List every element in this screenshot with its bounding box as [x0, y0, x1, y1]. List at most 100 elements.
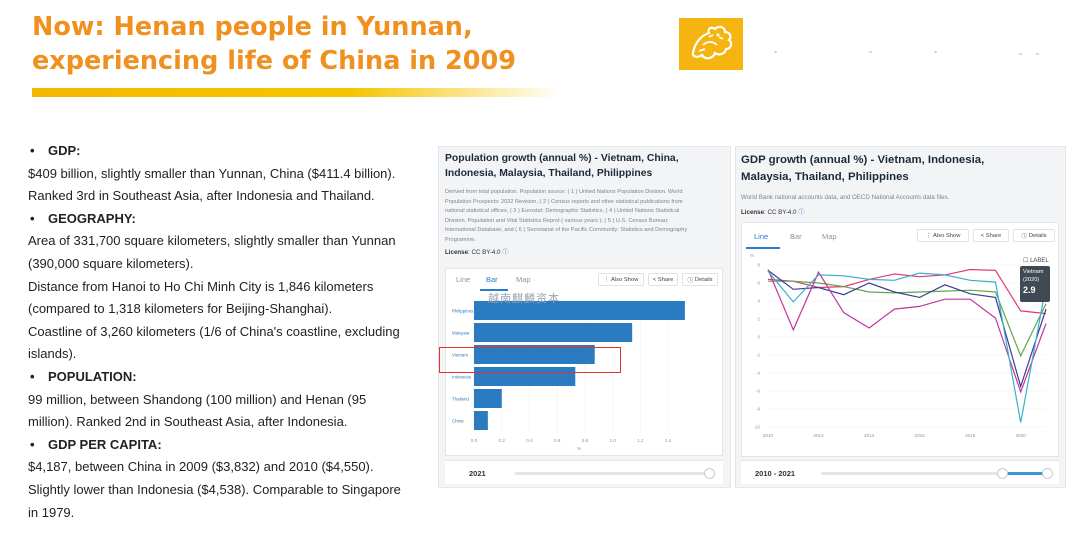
series-line-0: [767, 268, 1047, 315]
share-button[interactable]: < Share: [973, 229, 1009, 242]
bullet-heading: • GEOGRAPHY:: [28, 208, 428, 231]
details-label: Details: [1028, 232, 1047, 239]
bullet-text-line: Distance from Hanoi to Ho Chi Minh City …: [28, 278, 374, 294]
also-show-icon: ⋮: [925, 232, 934, 239]
bar-thailand: [474, 389, 502, 408]
tooltip-country: Vietnam: [1023, 269, 1044, 275]
y-tick-label: 2: [758, 317, 761, 322]
bar-malaysia: [474, 323, 633, 342]
category-label: Vietnam: [452, 353, 468, 358]
range-start-handle[interactable]: [997, 468, 1008, 479]
info-icon[interactable]: ⓘ: [798, 209, 805, 216]
source-line: Division. Population and Vital Statistic…: [445, 217, 669, 224]
category-label: Philippines: [452, 309, 474, 314]
year-label: 2021: [469, 469, 486, 478]
license-line: License: CC BY-4.0 ⓘ: [445, 247, 508, 256]
x-tick-label: 0.2: [499, 438, 506, 443]
bullet-heading: • POPULATION:: [28, 366, 428, 389]
year-slider-handle[interactable]: [704, 468, 715, 479]
details-button[interactable]: ⓘ Details: [682, 273, 718, 286]
source-line: national statistical offices, ( 3 ) Euro…: [445, 208, 680, 214]
label-toggle[interactable]: ☐ LABEL: [1023, 257, 1049, 264]
tab-bar[interactable]: Bar: [486, 275, 498, 284]
population-bar-chart: 0.0 0.2 0.4 0.6 0.8 1.0 1.2 1.4% Philippines Mala…: [452, 301, 685, 451]
tab-map[interactable]: Map: [822, 232, 837, 241]
x-tick-label: 0.4: [526, 438, 533, 443]
bullet-heading-text: GEOGRAPHY:: [48, 210, 136, 226]
license-line: License: CC BY-4.0 ⓘ: [741, 207, 804, 216]
share-label: Share: [657, 276, 674, 283]
bullet-dot: •: [30, 143, 35, 158]
x-tick-label: 2010: [763, 433, 774, 438]
bullet-text-line: $409 billion, slightly smaller than Yunn…: [28, 165, 396, 181]
active-tab-indicator: [746, 247, 780, 249]
bullet-text-line: Slightly lower than Indonesia ($4,538). …: [28, 481, 401, 497]
year-range-label: 2010 - 2021: [755, 469, 796, 478]
source-line: World Bank national accounts data, and O…: [741, 194, 950, 201]
category-label: Indonesia: [452, 375, 472, 380]
tooltip-year: (2020): [1023, 276, 1040, 283]
license-value: : CC BY-4.0: [764, 209, 797, 216]
tab-map[interactable]: Map: [516, 275, 531, 284]
series-line-4: [767, 270, 1047, 423]
year-range-slider-track[interactable]: [821, 472, 1051, 475]
license-value: : CC BY-4.0: [468, 249, 501, 256]
details-button[interactable]: ⓘ Details: [1013, 229, 1055, 242]
x-tick-label: 1.4: [665, 438, 672, 443]
share-icon: <: [980, 232, 986, 239]
y-tick-label: 0: [758, 335, 761, 340]
year-range-slider-bar: 2010 - 2021: [741, 460, 1059, 484]
panel-title-line1: Population growth (annual %) - Vietnam, …: [445, 153, 679, 164]
slide-title-line1: Now: Henan people in Yunnan,: [32, 12, 473, 42]
bullet-text-line: islands).: [28, 346, 77, 362]
bullet-heading: • GDP PER CAPITA:: [28, 434, 428, 457]
bar-indonesia: [474, 367, 576, 386]
bullet-list: • GDP: $409 billion, slightly smaller than…: [28, 140, 428, 524]
share-button[interactable]: < Share: [648, 273, 678, 286]
source-line: International Database, and ( 6 ) Secret…: [445, 227, 688, 233]
year-range-selected: [1003, 472, 1045, 475]
qilin-icon: [691, 25, 733, 60]
range-end-handle[interactable]: [1042, 468, 1053, 479]
bullet-dot: •: [30, 436, 35, 452]
also-show-label: Also Show: [933, 232, 961, 239]
bullet-heading-text: GDP:: [48, 143, 81, 158]
bullet-text-line: million). Ranked 2nd in Southeast Asia, …: [28, 414, 348, 430]
bullet-text-line: in 1979.: [28, 504, 75, 520]
tab-line[interactable]: Line: [754, 232, 769, 241]
bullet-heading-text: GDP PER CAPITA:: [48, 436, 162, 452]
tab-bar[interactable]: Bar: [790, 232, 802, 241]
bullet-text-line: (390,000 square kilometers).: [28, 255, 194, 271]
details-label: Details: [694, 276, 713, 283]
series-line-2: [767, 269, 1047, 389]
chart-card: Line Bar Map ⋮ Also Show < Share ⓘ Detai…: [741, 222, 1059, 457]
x-tick-label: 2014: [864, 433, 875, 438]
license-label: License: [741, 209, 765, 216]
license-label: License: [445, 249, 469, 256]
chart-tooltip: Vietnam (2020) 2.9: [1020, 266, 1050, 302]
panel-title: Population growth (annual %) - Vietnam, …: [445, 152, 727, 181]
bar-china: [474, 411, 488, 430]
also-show-icon: ⋮: [603, 276, 612, 283]
category-label: Thailand: [452, 397, 469, 402]
share-icon: <: [652, 276, 658, 283]
title-underline: [32, 88, 562, 97]
year-slider-track[interactable]: [515, 472, 715, 475]
category-label: Malaysia: [452, 331, 470, 336]
bullet-text-line: Ranked 3rd in Southeast Asia, after Indo…: [28, 188, 375, 204]
x-tick-label: 2020: [1016, 433, 1027, 438]
tooltip-value: 2.9: [1023, 285, 1036, 295]
details-icon: ⓘ: [1021, 234, 1029, 240]
y-tick-label: -2: [756, 353, 760, 358]
tab-line[interactable]: Line: [456, 275, 471, 284]
info-icon[interactable]: ⓘ: [502, 249, 509, 256]
y-axis-unit: %: [750, 253, 754, 258]
also-show-button[interactable]: ⋮ Also Show: [917, 229, 969, 242]
share-label: Share: [985, 232, 1002, 239]
source-note: Derived from total population. Populatio…: [445, 188, 727, 245]
x-tick-label: 0.6: [554, 438, 561, 443]
also-show-button[interactable]: ⋮ Also Show: [598, 273, 644, 286]
y-tick-label: -6: [756, 389, 760, 394]
checkbox-icon: ☐: [1023, 258, 1029, 264]
qilin-logo: [679, 18, 743, 70]
